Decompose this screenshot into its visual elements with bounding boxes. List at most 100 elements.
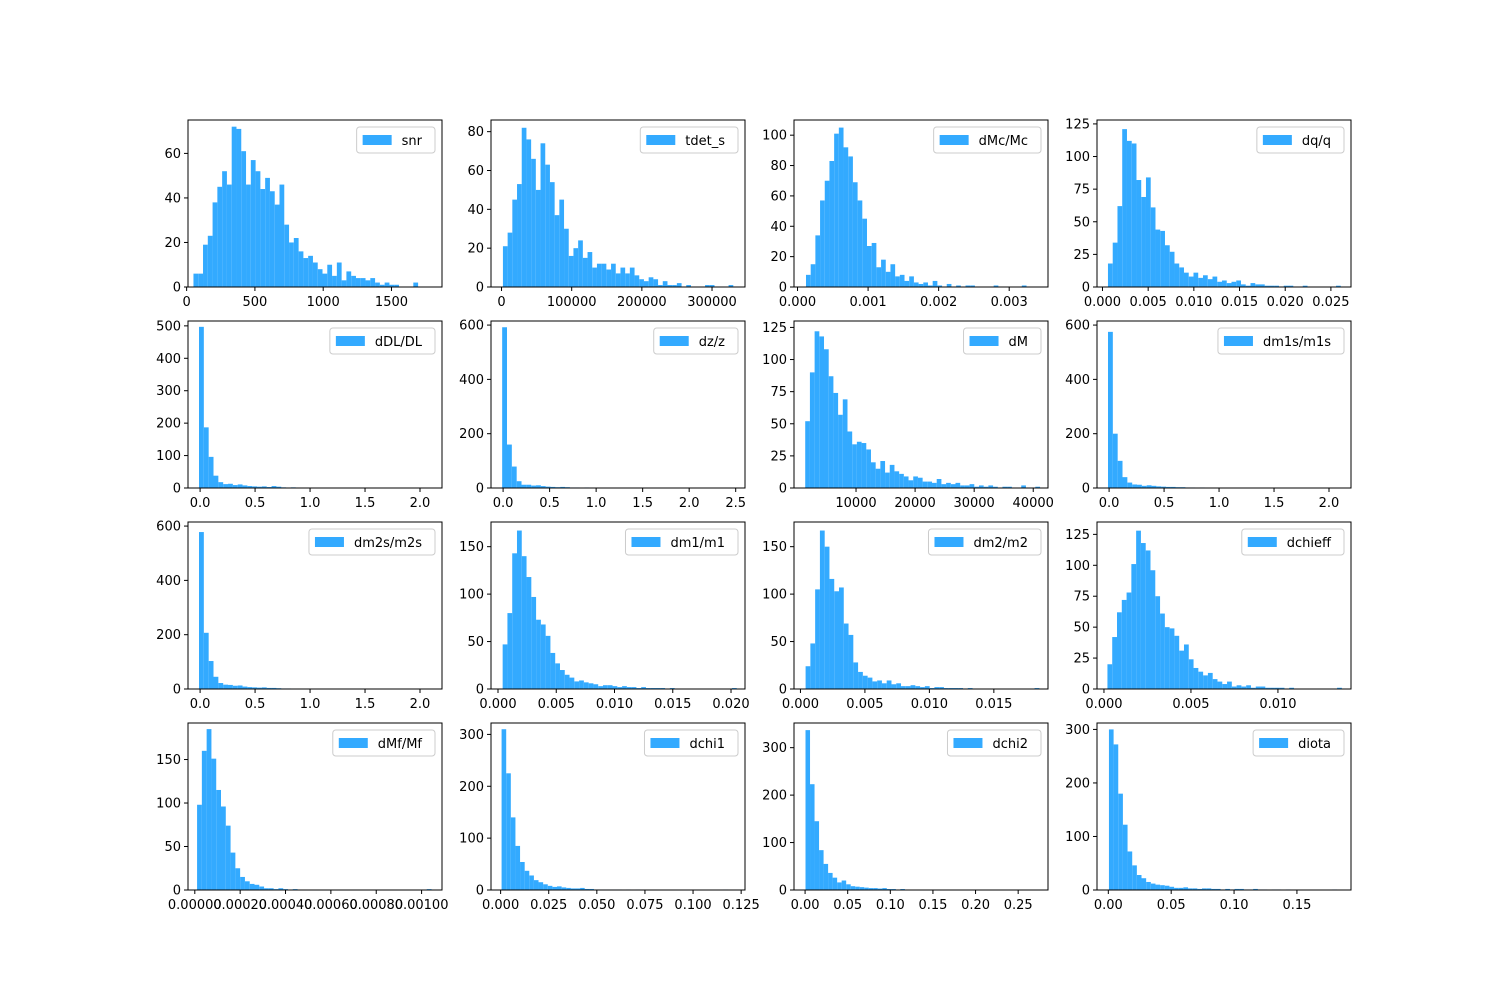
histogram-bar: [584, 888, 590, 890]
histogram-bar: [653, 279, 659, 287]
legend-label: dMc/Mc: [979, 134, 1028, 149]
histogram-bar: [606, 269, 612, 287]
histogram-bar: [512, 553, 517, 689]
histogram-bar: [1236, 280, 1241, 287]
histogram-bar: [843, 147, 849, 287]
histogram-bar: [1141, 196, 1146, 287]
legend-swatch: [953, 738, 983, 748]
histogram-bar: [1289, 687, 1295, 689]
histogram-bar: [824, 180, 830, 287]
histogram-bar: [965, 285, 971, 287]
histogram-bar: [566, 887, 571, 890]
histogram-bar: [1160, 613, 1165, 689]
histogram-bar: [1137, 484, 1142, 488]
x-tick-label: 1.5: [355, 496, 376, 511]
x-tick-label: 0.005: [1172, 697, 1209, 712]
histogram-bar: [805, 274, 811, 287]
legend-box: [1252, 729, 1345, 757]
x-tick-label: 0.05: [833, 898, 862, 913]
histogram-bar: [1121, 599, 1127, 689]
histogram-bar: [265, 177, 270, 287]
histogram-bar: [1155, 229, 1161, 287]
x-tick-label: 300000: [687, 295, 737, 310]
histogram-bar: [876, 267, 882, 287]
legend-swatch: [646, 135, 676, 145]
histogram-bar: [198, 273, 204, 287]
histogram-bar: [516, 530, 522, 689]
histogram-bar: [545, 164, 550, 287]
histogram-bar: [379, 284, 385, 287]
histogram-bar: [1140, 543, 1146, 689]
legend-label: tdet_s: [685, 134, 725, 149]
histogram-bar: [303, 258, 309, 287]
legend-swatch: [335, 336, 365, 346]
histogram-bar: [612, 686, 618, 689]
histogram-bar: [1174, 635, 1180, 689]
y-tick-label: 20: [770, 250, 787, 265]
subplot-dm1-m1: 0.000 0.005 0.010 0.015 0.020 0 50 100 150 dm1/m1: [459, 521, 750, 712]
histogram-bar: [838, 127, 844, 287]
histogram-bar: [1155, 596, 1161, 689]
histogram-bar: [540, 486, 546, 488]
x-tick-label: 0.00020: [213, 898, 267, 913]
histogram-bar: [524, 870, 530, 890]
histogram-bar: [242, 485, 248, 488]
x-tick-label: 0.0: [190, 697, 211, 712]
histogram-bar: [1107, 664, 1113, 689]
legend-box: [933, 126, 1042, 154]
histogram-bar: [946, 283, 952, 287]
x-tick-label: 0.10: [876, 898, 905, 913]
axes-frame: [1096, 521, 1352, 690]
histogram-bar: [228, 483, 233, 488]
histogram-bar: [622, 686, 627, 689]
histogram-bar: [1145, 177, 1151, 287]
histogram-bar: [828, 376, 834, 488]
histogram-bar: [856, 441, 862, 488]
histogram-bar: [579, 680, 584, 689]
histogram-bar: [1253, 888, 1258, 890]
x-tick-label: 1500: [375, 295, 408, 310]
y-tick-label: 50: [1073, 621, 1090, 636]
x-tick-label: 0.000: [479, 697, 516, 712]
axes-frame: [1096, 119, 1352, 288]
legend: snr: [356, 126, 436, 154]
legend: dchi2: [946, 729, 1042, 757]
x-tick-label: 20000: [894, 496, 935, 511]
histogram-bar: [607, 685, 613, 689]
histogram-bar: [1117, 206, 1123, 287]
axes-frame: [793, 119, 1049, 288]
histogram-bar: [298, 251, 304, 287]
y-tick-label: 100: [156, 449, 181, 464]
histogram-bar: [536, 485, 541, 488]
histogram-bar: [1269, 285, 1275, 287]
histogram-bar: [905, 686, 911, 689]
histogram-bar: [1265, 687, 1271, 689]
x-tick-label: 1.5: [355, 697, 376, 712]
histogram-bar: [848, 634, 854, 689]
histogram-bar: [1198, 671, 1204, 689]
x-tick-label: 0.00060: [304, 898, 358, 913]
x-tick-label: 0.00000: [168, 898, 222, 913]
legend-box: [1256, 126, 1345, 154]
histogram-bar: [866, 449, 871, 488]
x-tick-label: 0.20: [961, 898, 990, 913]
histogram-bar: [394, 284, 399, 287]
x-tick-label: 1000: [307, 295, 340, 310]
histogram-bar: [244, 881, 250, 890]
histogram-bar: [909, 276, 914, 287]
x-tick-label: 0.005: [538, 697, 575, 712]
histogram-bar: [923, 282, 928, 287]
subplot-dchi2: 0.00 0.05 0.10 0.15 0.20 0.25 0 100 200 300 dchi2: [762, 722, 1049, 913]
legend: dm2s/m2s: [308, 528, 436, 556]
histogram-bar: [1260, 686, 1266, 689]
histogram-bar: [648, 277, 654, 287]
histogram-bar: [852, 444, 857, 488]
x-tick-label: 2.0: [410, 496, 431, 511]
y-tick-label: 600: [1065, 319, 1090, 334]
histogram-bar: [617, 687, 623, 689]
histogram-bar: [1160, 230, 1165, 287]
histogram-bar: [1132, 484, 1138, 488]
axes-frame: [187, 722, 443, 891]
x-tick-label: 200000: [617, 295, 667, 310]
x-tick-label: 0.075: [626, 898, 663, 913]
